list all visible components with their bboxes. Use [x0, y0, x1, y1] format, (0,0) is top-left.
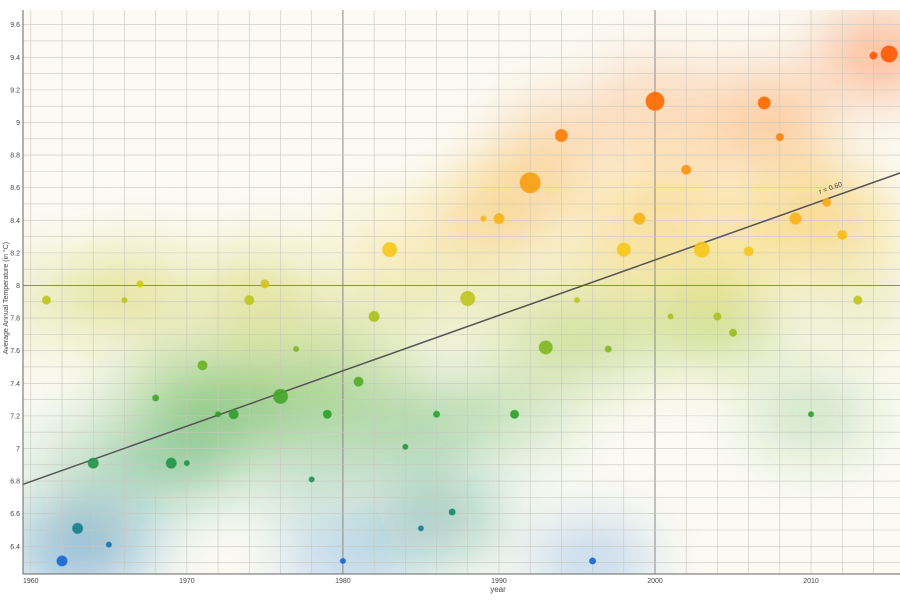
y-tick-label: 7.6: [10, 348, 20, 355]
data-point: [869, 51, 878, 60]
data-point: [554, 128, 568, 143]
data-point: [448, 508, 456, 516]
data-point: [322, 409, 332, 419]
data-point: [165, 457, 177, 469]
heatmap-background: [23, 10, 900, 574]
data-point: [260, 279, 270, 289]
y-tick-label: 8: [16, 283, 20, 290]
gridlines: [23, 10, 900, 574]
y-tick-label: 7.8: [10, 316, 20, 323]
y-axis-label: Average Annual Temperature (in °C): [2, 242, 10, 354]
y-tick-label: 9.2: [10, 87, 20, 94]
data-point: [272, 388, 289, 404]
data-point: [228, 409, 239, 420]
data-point: [519, 172, 541, 194]
data-point: [807, 411, 815, 418]
data-point: [353, 376, 364, 387]
data-point: [728, 328, 738, 337]
heat-blob: [797, 260, 900, 341]
data-point: [693, 241, 710, 258]
data-point: [152, 394, 160, 402]
y-tick-label: 9.6: [10, 22, 20, 29]
data-point: [789, 212, 802, 225]
data-point: [214, 411, 222, 418]
data-point: [633, 212, 646, 225]
data-point: [588, 557, 597, 565]
y-tick-label: 9: [16, 120, 20, 127]
x-tick-label: 1980: [335, 578, 351, 585]
tick-labels: 1960 1970 1980 1990 2000 2010 6.4 6.6 6.8 7 7.2 7.4…: [10, 22, 819, 585]
data-point: [197, 360, 208, 371]
data-point: [667, 313, 674, 320]
y-tick-label: 8.6: [10, 185, 20, 192]
data-point: [493, 213, 505, 225]
heat-blob: [829, 14, 900, 94]
data-point: [432, 410, 441, 418]
data-point: [72, 522, 84, 534]
data-point: [822, 197, 832, 207]
y-tick-label: 7.2: [10, 413, 20, 420]
data-point: [402, 443, 409, 450]
data-point: [713, 312, 722, 321]
data-point: [87, 457, 99, 469]
data-point: [244, 295, 255, 306]
y-tick-label: 8.2: [10, 250, 20, 257]
y-tick-label: 6.6: [10, 511, 20, 518]
trend-line: [22, 172, 900, 486]
data-point: [573, 297, 581, 304]
y-tick-label: 7: [16, 446, 20, 453]
y-tick-label: 6.8: [10, 479, 20, 486]
data-point: [604, 345, 612, 353]
data-point: [853, 295, 863, 305]
data-point: [292, 345, 300, 353]
data-point: [41, 295, 52, 305]
y-tick-label: 9.4: [10, 55, 20, 62]
heat-blobs: [23, 14, 900, 574]
data-point: [480, 215, 487, 222]
data-point: [382, 242, 398, 258]
y-tick-label: 8.8: [10, 153, 20, 160]
data-point: [105, 541, 112, 548]
heat-blob: [48, 504, 169, 574]
x-axis-label: year: [490, 585, 506, 594]
data-point: [368, 310, 380, 323]
x-tick-label: 2000: [647, 578, 663, 585]
data-point: [136, 280, 144, 288]
data-point: [417, 525, 425, 532]
data-point: [616, 242, 631, 257]
data-points: [41, 45, 898, 567]
data-point: [837, 229, 848, 241]
x-tick-label: 1970: [179, 578, 195, 585]
data-point: [880, 45, 898, 63]
data-point: [339, 557, 347, 565]
data-point: [743, 246, 754, 257]
x-tick-label: 1960: [23, 578, 39, 585]
data-point: [538, 340, 553, 355]
data-point: [775, 133, 784, 142]
data-point: [460, 290, 476, 307]
data-point: [681, 164, 692, 175]
data-point: [757, 96, 771, 110]
data-point: [56, 555, 68, 567]
y-tick-label: 8.4: [10, 218, 20, 225]
x-tick-label: 1990: [491, 578, 507, 585]
data-point: [509, 409, 520, 419]
data-point: [183, 460, 190, 467]
data-point: [645, 91, 665, 111]
x-tick-label: 2010: [803, 578, 819, 585]
data-point: [121, 297, 128, 304]
axes: [22, 10, 900, 575]
y-tick-label: 7.4: [10, 381, 20, 388]
y-tick-label: 6.4: [10, 544, 20, 551]
data-point: [308, 476, 315, 483]
